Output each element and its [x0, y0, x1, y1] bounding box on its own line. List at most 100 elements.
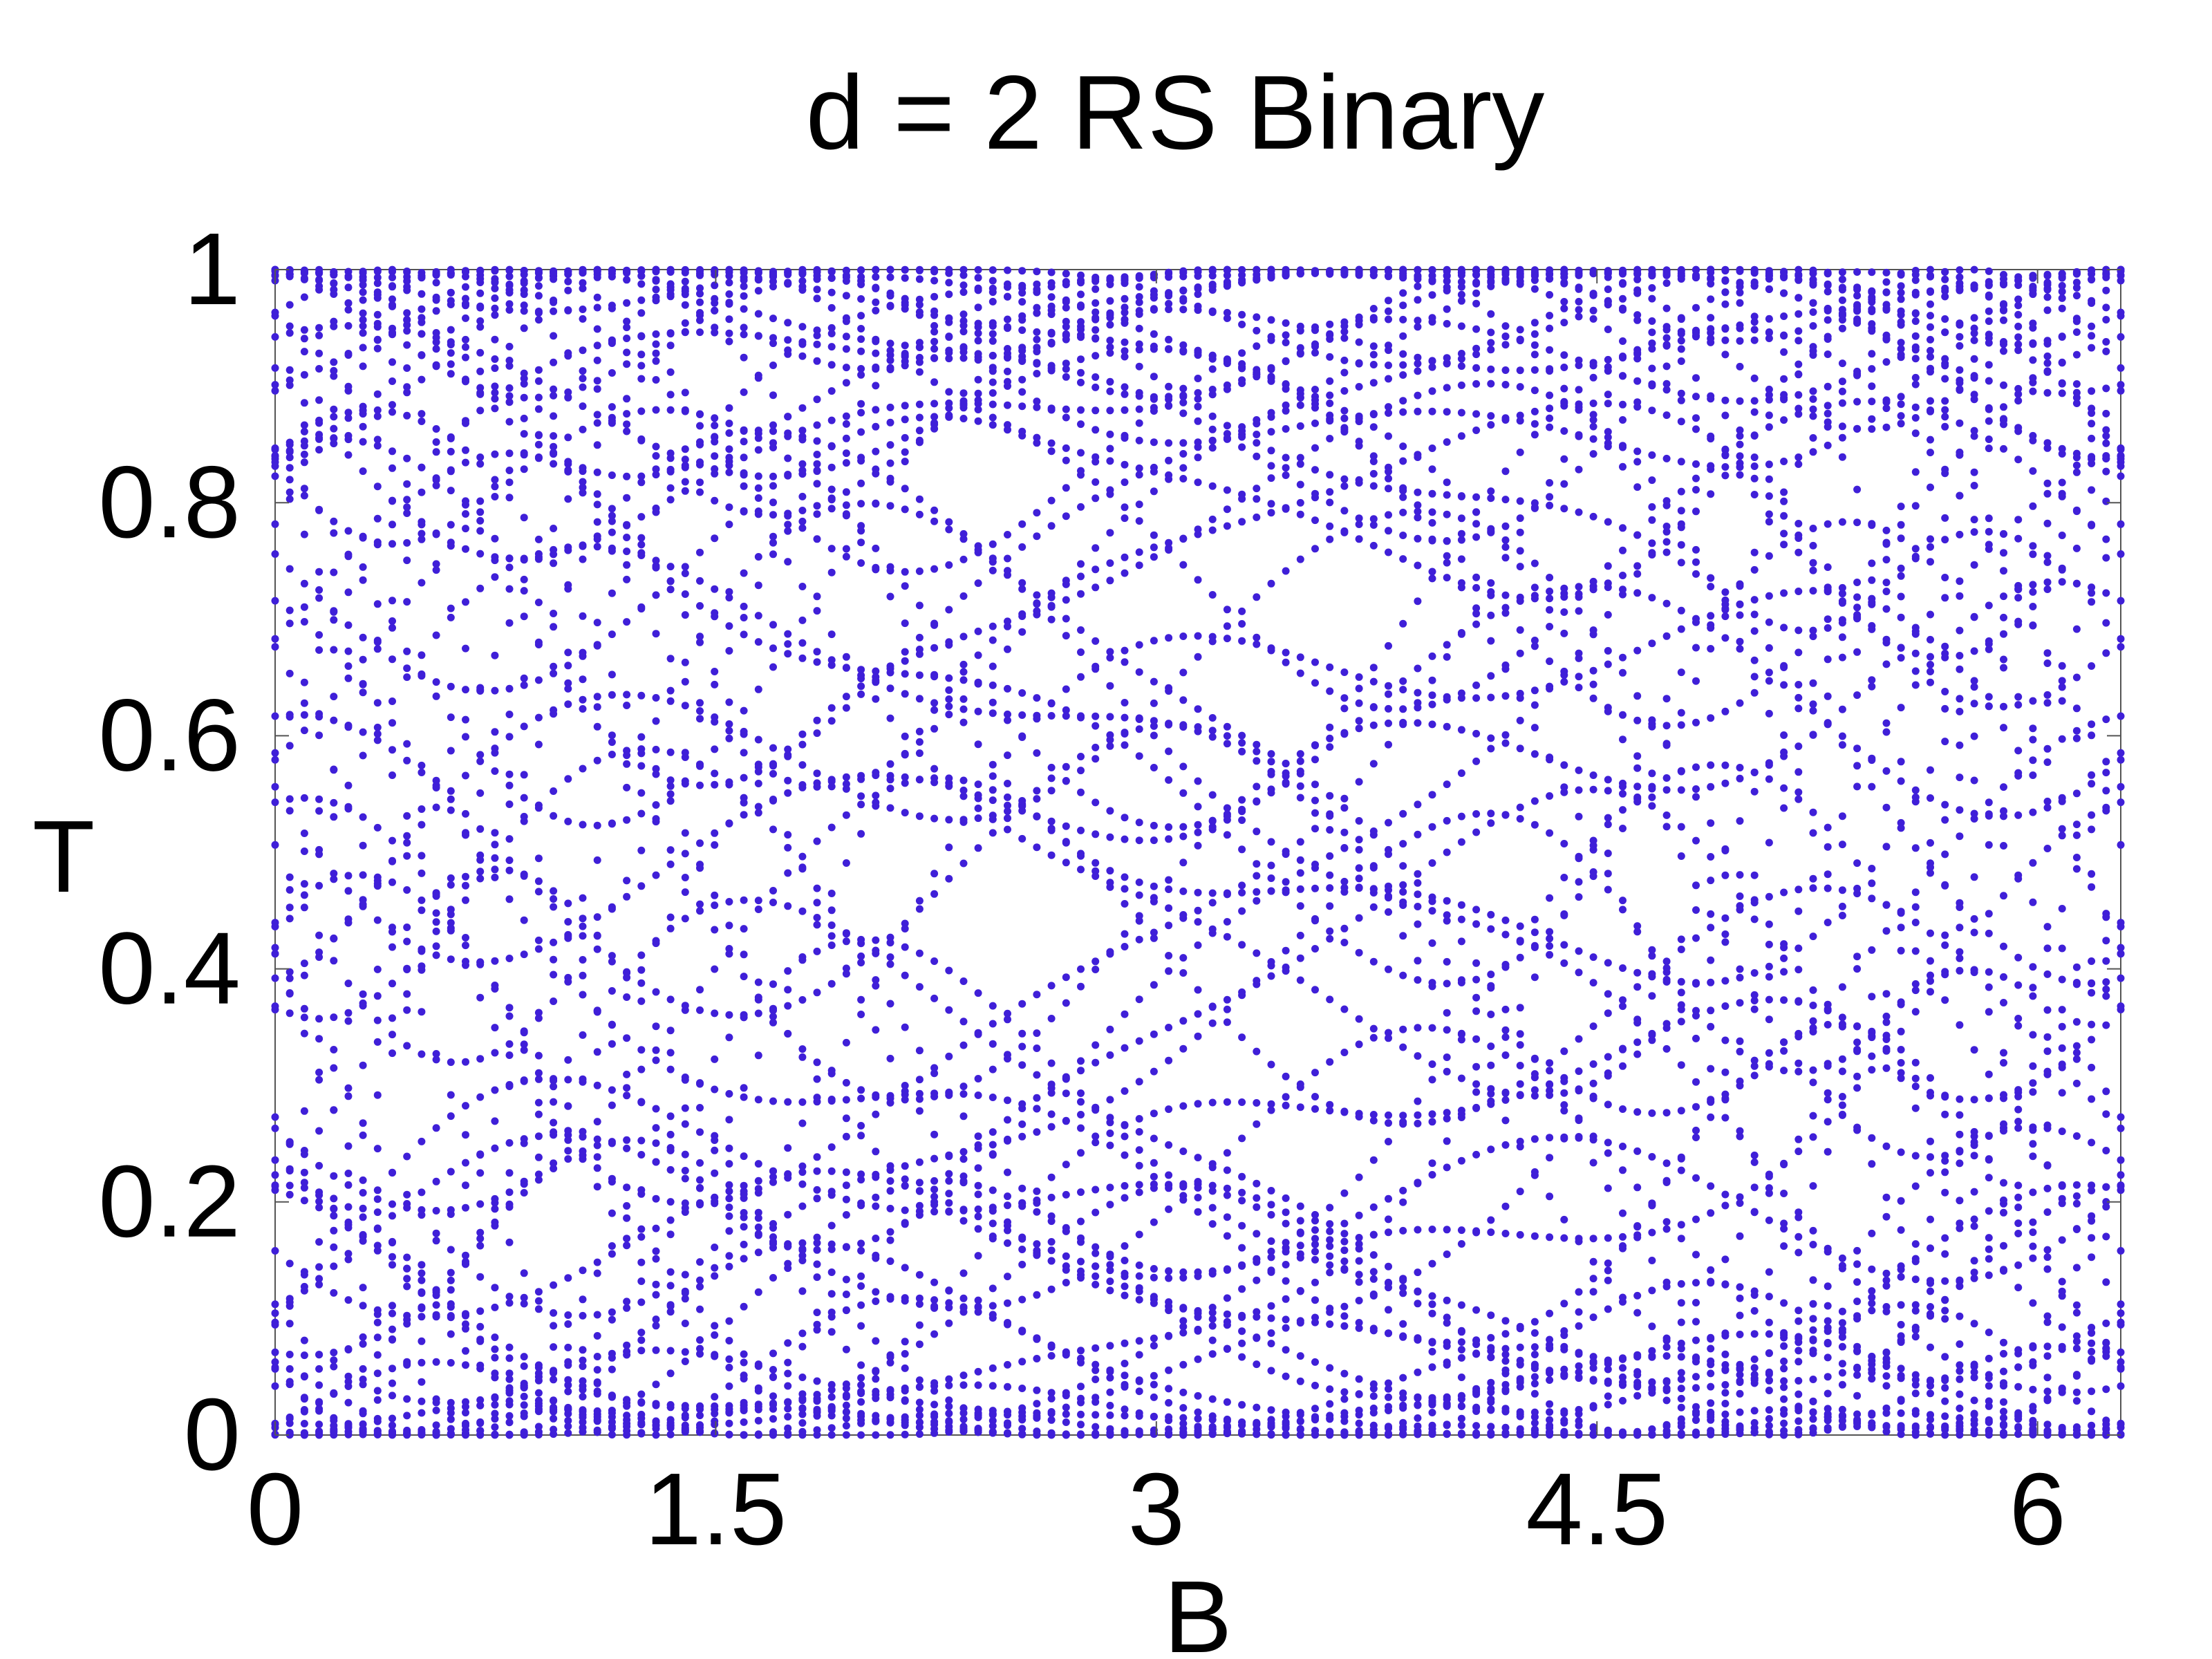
data-point [1282, 1219, 1290, 1228]
data-point [579, 1356, 587, 1365]
data-point [1326, 1364, 1334, 1372]
data-point [1340, 1049, 1349, 1056]
data-point [959, 792, 968, 800]
data-point [1223, 308, 1231, 317]
data-point [1282, 505, 1290, 513]
data-point [637, 1258, 646, 1266]
data-point [857, 335, 865, 344]
data-point [915, 358, 924, 366]
data-point [798, 730, 807, 738]
data-point [1062, 270, 1070, 278]
data-point [1062, 596, 1070, 604]
data-point [1296, 344, 1304, 352]
data-point [696, 1428, 704, 1436]
data-point [930, 1177, 939, 1185]
data-point [418, 463, 426, 471]
data-point [666, 1268, 675, 1276]
data-point [315, 282, 324, 290]
data-point [974, 329, 982, 337]
data-point [872, 936, 880, 944]
data-point [798, 1053, 807, 1061]
data-point [1208, 1181, 1217, 1190]
data-point [1135, 668, 1143, 676]
data-point [1121, 1405, 1129, 1414]
data-point [1355, 1427, 1363, 1435]
data-point [915, 413, 924, 422]
data-point [1311, 1069, 1319, 1077]
data-point [1121, 1282, 1129, 1291]
data-point [974, 844, 982, 852]
data-point [1179, 1196, 1188, 1204]
data-point [872, 273, 880, 281]
data-point [1385, 1119, 1392, 1127]
data-point [1267, 428, 1275, 436]
data-point [1253, 782, 1261, 791]
data-point [564, 1358, 572, 1366]
data-point [754, 1431, 762, 1439]
data-point [1326, 498, 1334, 507]
data-point [330, 765, 338, 774]
data-point [505, 1082, 514, 1090]
data-point [447, 1330, 455, 1338]
data-point [330, 1205, 338, 1213]
data-point [637, 603, 646, 611]
data-point [623, 521, 631, 529]
data-point [959, 401, 968, 409]
data-point [666, 341, 675, 350]
data-point [1077, 1354, 1085, 1362]
data-point [1326, 411, 1334, 420]
data-point [330, 358, 338, 366]
data-point [1369, 1409, 1378, 1417]
data-point [462, 896, 469, 904]
data-point [842, 1195, 850, 1203]
data-point [1077, 826, 1085, 834]
data-point [813, 421, 821, 429]
data-point [1077, 1057, 1085, 1065]
data-point [915, 1271, 924, 1279]
data-point [462, 1058, 469, 1066]
data-point [637, 296, 646, 304]
data-point [388, 408, 396, 416]
data-point [1091, 373, 1100, 381]
data-point [711, 926, 719, 934]
data-point [930, 814, 939, 823]
data-point [593, 265, 601, 274]
data-point [813, 899, 821, 907]
data-point [344, 283, 353, 292]
data-point [945, 1409, 953, 1418]
data-point [1267, 409, 1275, 417]
data-point [1194, 302, 1202, 310]
data-point [696, 638, 704, 646]
data-point [344, 1181, 353, 1189]
data-point [1399, 289, 1407, 297]
data-point [813, 607, 821, 615]
data-point [476, 584, 485, 592]
data-point [344, 268, 353, 276]
data-point [447, 1112, 455, 1121]
data-point [711, 780, 719, 789]
data-point [1355, 1375, 1363, 1383]
data-point [1282, 778, 1290, 787]
data-point [1150, 1184, 1158, 1192]
data-point [784, 745, 792, 753]
data-point [725, 1409, 733, 1417]
data-point [1282, 1372, 1290, 1380]
data-point [608, 1101, 616, 1109]
data-point [520, 279, 528, 288]
data-point [1369, 272, 1378, 279]
data-point [1194, 653, 1202, 661]
data-point [491, 482, 499, 491]
data-point [1296, 976, 1304, 984]
data-point [813, 510, 821, 518]
data-point [373, 645, 382, 653]
data-point [1208, 386, 1217, 393]
data-point [1047, 1431, 1056, 1439]
data-point [1106, 457, 1114, 465]
data-point [476, 757, 485, 765]
data-point [1385, 719, 1392, 727]
data-point [271, 1124, 279, 1132]
data-point [1267, 770, 1275, 778]
data-point [1326, 391, 1334, 400]
data-point [1194, 375, 1202, 382]
data-point [769, 760, 777, 768]
